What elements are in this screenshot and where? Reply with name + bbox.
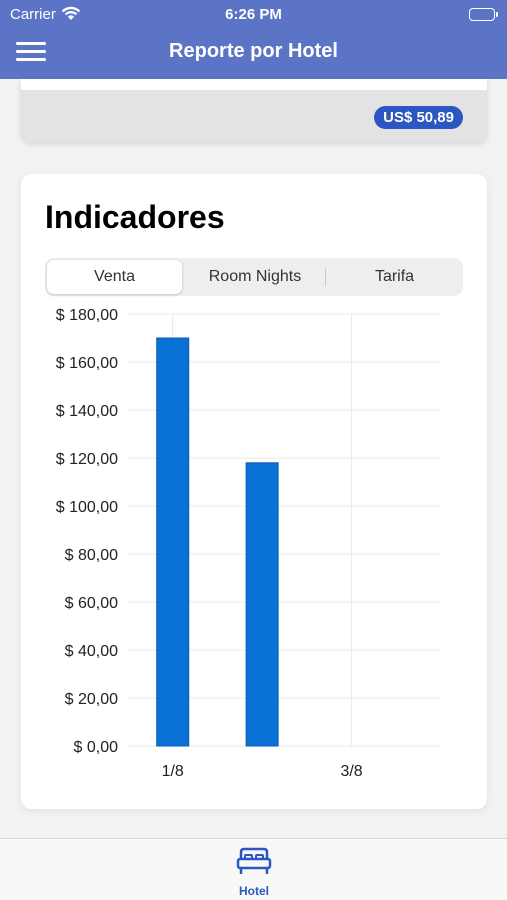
status-time: 6:26 PM [225,6,282,23]
y-tick-label: $ 120,00 [56,451,118,468]
price-badge: US$ 50,89 [374,106,463,129]
tab-bar: Hotel [0,838,507,900]
y-tick-label: $ 160,00 [56,355,118,372]
previous-summary-card: US$ 50,89 [21,79,487,142]
x-tick-label: 3/8 [340,763,362,780]
bed-icon [236,847,272,874]
hamburger-menu-button[interactable] [16,42,46,64]
tab-venta[interactable]: Venta [47,260,182,294]
bar [245,462,279,747]
tab-room-nights[interactable]: Room Nights [208,268,302,285]
y-tick-label: $ 80,00 [65,547,118,564]
wifi-icon [61,6,81,25]
venta-bar-chart: $ 180,00 $ 160,00 $ 140,00 $ 120,00 $ 100,00… [56,307,441,780]
card-top-strip [21,79,487,90]
carrier-label: Carrier [10,6,56,23]
nav-header-background [0,0,507,79]
y-tick-label: $ 140,00 [56,403,118,420]
y-tick-label: $ 60,00 [65,595,118,612]
tab-hotel-label: Hotel [239,884,269,898]
bar [156,337,190,747]
menu-line-icon [16,50,46,53]
status-bar: Carrier 6:26 PM [0,0,507,30]
indicator-segmented-control[interactable]: Venta Room Nights Tarifa [45,258,463,296]
page-title: Reporte por Hotel [169,40,338,62]
y-tick-label: $ 100,00 [56,499,118,516]
y-tick-label: $ 0,00 [74,739,119,756]
battery-icon [469,8,498,21]
y-tick-label: $ 20,00 [65,691,118,708]
tab-hotel[interactable]: Hotel [223,847,285,899]
tab-tarifa[interactable]: Tarifa [374,268,415,285]
indicadores-card: Indicadores Venta Room Nights Tarifa $ 1… [21,174,487,809]
indicadores-title: Indicadores [45,199,225,235]
segment-divider [325,268,326,286]
y-tick-label: $ 40,00 [65,643,118,660]
x-tick-label: 1/8 [162,763,184,780]
y-tick-label: $ 180,00 [56,307,118,324]
menu-line-icon [16,42,46,45]
menu-line-icon [16,58,46,61]
